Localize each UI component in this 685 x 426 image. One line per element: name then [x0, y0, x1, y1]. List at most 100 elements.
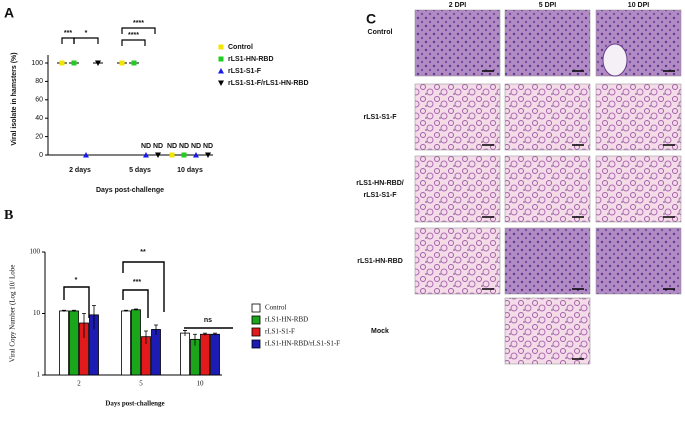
histology-image — [595, 83, 682, 151]
y-tick-label: 80 — [35, 78, 43, 85]
y-tick-label: 40 — [35, 115, 43, 122]
value-label: ND — [191, 143, 201, 150]
value-label: ND — [153, 143, 163, 150]
marker — [83, 152, 89, 158]
x-tick-label: 10 days — [177, 167, 203, 174]
bar — [210, 333, 220, 376]
legend-marker — [218, 68, 224, 74]
bracket — [63, 286, 90, 318]
marker — [119, 60, 125, 66]
row-label: Control — [368, 29, 393, 36]
value-label: ND — [203, 143, 213, 150]
significance-label: *** — [133, 279, 141, 286]
marker — [95, 60, 101, 66]
x-tick-label: 2 days — [69, 167, 91, 174]
y-tick-label: 100 — [30, 248, 41, 256]
marker — [143, 152, 149, 158]
significance-label: **** — [133, 20, 144, 27]
error-bar — [183, 330, 187, 337]
bracket — [61, 37, 75, 44]
row-label: rLS1-HN-RBD/ — [356, 180, 404, 187]
legend-label: rLS1-S1-F/rLS1-HN-RBD — [228, 80, 309, 87]
error-bar — [144, 330, 148, 344]
histology-image — [414, 83, 501, 151]
column-header: 10 DPI — [628, 2, 649, 9]
x-tick-label: 5 days — [129, 167, 151, 174]
histology-image — [504, 155, 591, 223]
error-bar — [154, 324, 158, 335]
marker — [131, 60, 137, 66]
x-tick-label: 2 — [77, 380, 81, 388]
histology-image — [414, 227, 501, 295]
bar — [131, 309, 141, 376]
row-label: Mock — [371, 328, 389, 335]
panel-label: B — [4, 208, 13, 223]
marker — [155, 152, 161, 158]
marker — [59, 60, 65, 66]
x-axis-label: Days post-challenge — [105, 400, 164, 408]
significance-label: *** — [64, 30, 72, 37]
value-label: ND — [141, 143, 151, 150]
bar — [121, 310, 131, 376]
column-header: 5 DPI — [539, 2, 557, 9]
error-bar — [193, 333, 197, 346]
histology-image — [414, 155, 501, 223]
error-bar — [62, 309, 66, 312]
legend-marker — [218, 44, 224, 50]
error-bar — [213, 332, 217, 336]
error-bar — [82, 313, 86, 338]
bracket — [122, 289, 149, 318]
histology-image — [504, 227, 591, 295]
panel-a: 0 20 40 60 80 100 Viral isolate in hamsters (%… — [11, 20, 309, 194]
legend-label: rLS1-HN-RBD — [265, 316, 308, 324]
legend-label: Control — [265, 304, 286, 312]
column-header: 2 DPI — [449, 2, 467, 9]
error-bar — [72, 309, 76, 312]
y-tick-label: 100 — [31, 60, 43, 67]
legend-swatch — [251, 339, 261, 349]
row-label: rLS1-HN-RBD — [357, 258, 403, 265]
legend-label: rLS1-HN-RBD — [228, 56, 274, 63]
marker — [181, 152, 187, 158]
marker — [193, 152, 199, 158]
bar — [59, 310, 69, 376]
value-label: ND — [179, 143, 189, 150]
histology-image — [504, 9, 591, 77]
airway — [602, 43, 628, 77]
bracket — [121, 27, 156, 34]
legend-label: rLS1-HN-RBD/rLS1-S1-F — [265, 340, 340, 348]
bar — [180, 332, 190, 376]
panel-label: A — [4, 5, 14, 21]
x-axis-label: Days post-challenge — [96, 187, 164, 194]
error-bar — [134, 308, 138, 311]
significance-label: * — [85, 30, 88, 37]
legend-label: Control — [228, 44, 253, 51]
legend-label: rLS1-S1-F — [228, 68, 262, 75]
significance-label: * — [75, 277, 78, 284]
y-tick-label: 0 — [39, 152, 43, 159]
marker — [205, 152, 211, 158]
bar — [69, 310, 79, 376]
bar — [151, 329, 161, 376]
y-tick-label: 20 — [35, 133, 43, 140]
x-tick-label: 5 — [139, 380, 143, 388]
y-tick-label: 10 — [33, 309, 41, 317]
legend-marker — [218, 80, 224, 86]
error-bar — [92, 305, 96, 330]
legend-marker — [218, 56, 224, 62]
histology-image — [504, 297, 591, 365]
marker — [169, 152, 175, 158]
significance-label: **** — [128, 32, 139, 39]
x-tick-label: 10 — [197, 380, 205, 388]
bar — [200, 333, 210, 376]
panel-b: 1 10 100 Viral Copy Number (Log 10/ Lobe Day… — [9, 248, 341, 408]
error-bar — [124, 309, 128, 312]
bracket — [122, 261, 165, 312]
value-label: ND — [167, 143, 177, 150]
histology-image — [595, 227, 682, 295]
histology-image — [414, 9, 501, 77]
significance-label: ns — [204, 317, 212, 324]
error-bar — [203, 332, 207, 336]
y-tick-label: 60 — [35, 97, 43, 104]
